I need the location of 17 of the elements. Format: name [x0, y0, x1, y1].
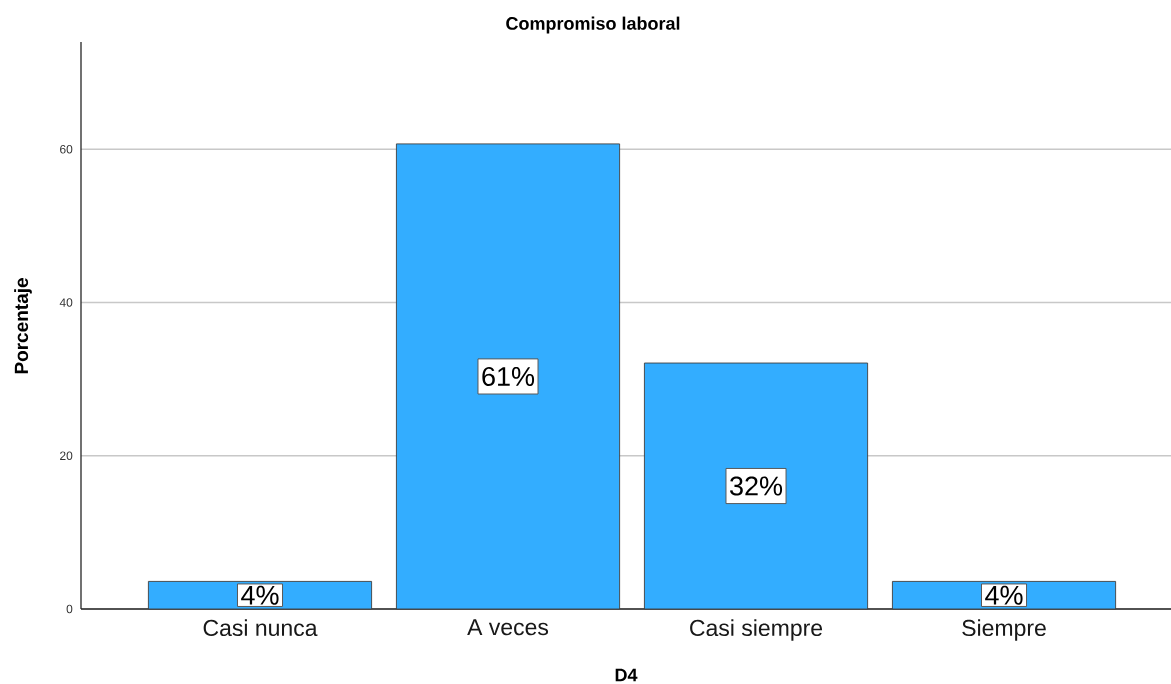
bar [643, 362, 869, 610]
data-label: 61% [482, 366, 535, 387]
x-tick-label: Siempre [962, 619, 1046, 641]
x-tick-label: Casi nunca [203, 619, 318, 637]
x-tick-label: A veces [467, 619, 549, 636]
y-tick-label: 40 [59, 298, 73, 307]
data-label: 4% [241, 585, 279, 605]
y-axis-title: Porcentaje [14, 278, 32, 374]
x-axis-title: D4 [615, 668, 638, 682]
data-label: 32% [730, 476, 783, 496]
y-tick-label: 60 [60, 145, 73, 154]
chart-title: Compromiso laboral [506, 16, 680, 34]
bar [395, 143, 621, 610]
x-tick-label: Casi siempre [690, 619, 823, 641]
y-tick-label: 20 [60, 451, 73, 461]
data-label: 4% [985, 585, 1023, 605]
y-tick-label: 0 [66, 604, 73, 614]
